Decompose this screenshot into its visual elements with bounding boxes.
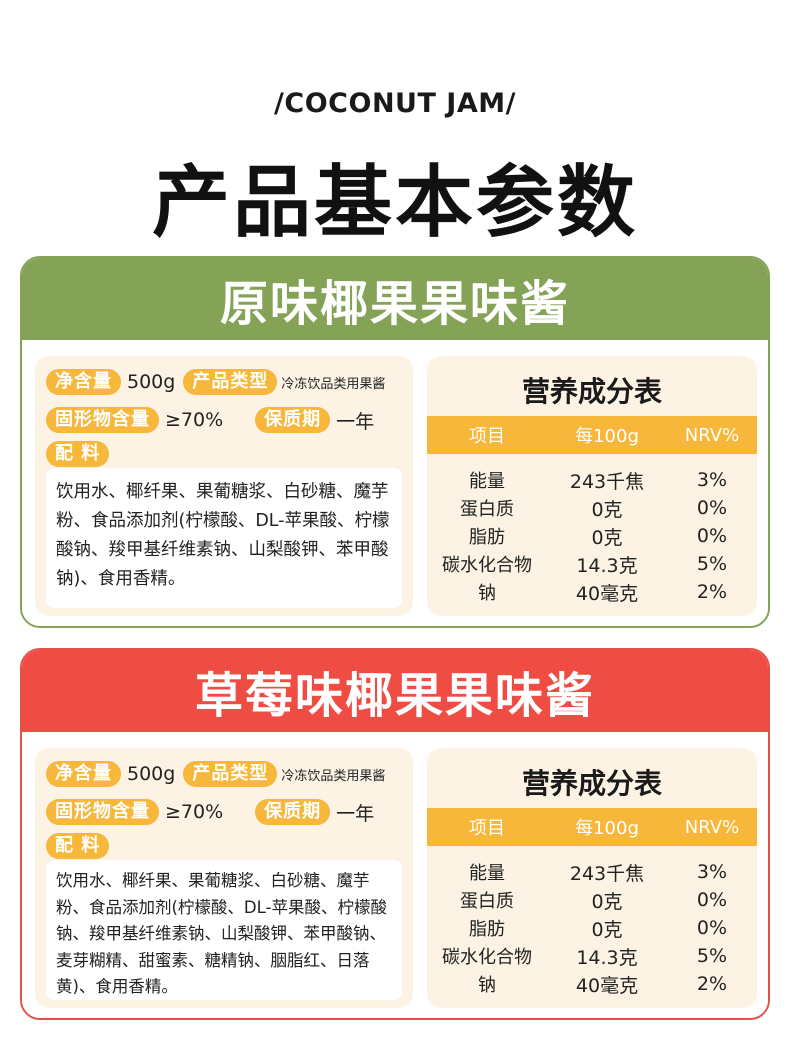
net-weight-tag: 净含量: [46, 761, 121, 787]
nutrient-name: 脂肪: [469, 919, 505, 940]
nutrient-name: 蛋白质: [460, 891, 514, 912]
spec-row-solid: 固形物含量 ≥70% 保质期 一年: [46, 798, 382, 826]
nutrient-name: 碳水化合物: [442, 947, 532, 968]
table-row: 钠 40毫克 2%: [427, 578, 757, 606]
nutrient-name: 钠: [478, 583, 496, 604]
product-card-original: 原味椰果果味酱 净含量 500g 产品类型 冷冻饮品类用果酱 固形物含量 ≥70…: [20, 256, 770, 628]
table-row: 蛋白质 0克 0%: [427, 494, 757, 522]
ingredients-text: 饮用水、椰纤果、果葡糖浆、白砂糖、魔芋粉、食品添加剂(柠檬酸、DL-苹果酸、柠檬…: [46, 860, 402, 1000]
shelf-life-value: 一年: [336, 802, 375, 825]
net-weight-value: 500g: [127, 763, 176, 785]
nutrient-amount: 243千焦: [569, 862, 645, 885]
nutrition-rows: 能量 243千焦 3% 蛋白质 0克 0% 脂肪 0克 0% 碳水化合物 14.3克 5% 钠 4…: [427, 466, 757, 606]
nutrient-nrv: 3%: [696, 469, 728, 491]
product-type-tag: 产品类型: [183, 761, 278, 787]
solid-content-tag: 固形物含量: [46, 799, 159, 825]
header-nrv: NRV%: [684, 424, 740, 446]
table-row: 能量 243千焦 3%: [427, 466, 757, 494]
nutrient-name: 碳水化合物: [442, 555, 532, 576]
nutrition-title: 营养成分表: [521, 375, 662, 408]
spec-row-ingredients: 配 料: [46, 440, 110, 468]
header-item: 项目: [469, 818, 505, 839]
solid-content-value: ≥70%: [165, 801, 224, 823]
solid-content-value: ≥70%: [165, 409, 224, 431]
nutrient-amount: 40毫克: [575, 582, 639, 605]
nutrition-panel: 营养成分表 项目 每100g NRV% 能量 243千焦 3% 蛋白质 0克 0% 脂肪…: [427, 356, 757, 616]
spec-panel: 净含量 500g 产品类型 冷冻饮品类用果酱 固形物含量 ≥70% 保质期 一年…: [35, 748, 413, 1008]
page-title: 产品基本参数: [151, 158, 638, 248]
nutrient-nrv: 0%: [696, 917, 728, 939]
product-card-strawberry: 草莓味椰果果味酱 净含量 500g 产品类型 冷冻饮品类用果酱 固形物含量 ≥7…: [20, 648, 770, 1020]
nutrient-name: 能量: [469, 471, 505, 492]
nutrient-nrv: 0%: [696, 497, 728, 519]
shelf-life-tag: 保质期: [255, 407, 331, 433]
header-per100g: 每100g: [575, 818, 639, 839]
ingredients-tag: 配 料: [46, 441, 110, 467]
nutrition-header: 项目 每100g NRV%: [427, 808, 757, 846]
nutrient-nrv: 0%: [696, 525, 728, 547]
nutrient-name: 蛋白质: [460, 499, 514, 520]
nutrition-panel: 营养成分表 项目 每100g NRV% 能量 243千焦 3% 蛋白质 0克 0% 脂肪…: [427, 748, 757, 1008]
spec-panel: 净含量 500g 产品类型 冷冻饮品类用果酱 固形物含量 ≥70% 保质期 一年…: [35, 356, 413, 616]
nutrient-nrv: 0%: [696, 889, 728, 911]
table-row: 碳水化合物 14.3克 5%: [427, 550, 757, 578]
nutrient-name: 能量: [469, 863, 505, 884]
spec-row-solid: 固形物含量 ≥70% 保质期 一年: [46, 406, 382, 434]
subtitle: /COCONUT JAM/: [274, 88, 516, 119]
header-nrv: NRV%: [684, 816, 740, 838]
nutrient-nrv: 5%: [696, 553, 728, 575]
ingredients-tag: 配 料: [46, 833, 110, 859]
header-item: 项目: [469, 426, 505, 447]
header-per100g: 每100g: [575, 426, 639, 447]
spec-row-ingredients: 配 料: [46, 832, 110, 860]
nutrition-title: 营养成分表: [521, 767, 662, 800]
nutrient-amount: 0克: [591, 498, 623, 521]
table-row: 脂肪 0克 0%: [427, 522, 757, 550]
nutrient-amount: 14.3克: [576, 946, 638, 969]
nutrient-amount: 243千焦: [569, 470, 645, 493]
product-type-value: 冷冻饮品类用果酱: [281, 376, 386, 392]
product-type-tag: 产品类型: [183, 369, 278, 395]
nutrient-name: 脂肪: [469, 527, 505, 548]
nutrient-nrv: 5%: [696, 945, 728, 967]
nutrient-name: 钠: [478, 975, 496, 996]
card-body: 净含量 500g 产品类型 冷冻饮品类用果酱 固形物含量 ≥70% 保质期 一年…: [22, 340, 768, 626]
table-row: 能量 243千焦 3%: [427, 858, 757, 886]
ingredients-text: 饮用水、椰纤果、果葡糖浆、白砂糖、魔芋粉、食品添加剂(柠檬酸、DL-苹果酸、柠檬…: [46, 468, 402, 608]
solid-content-tag: 固形物含量: [46, 407, 159, 433]
shelf-life-value: 一年: [336, 410, 375, 433]
nutrition-rows: 能量 243千焦 3% 蛋白质 0克 0% 脂肪 0克 0% 碳水化合物 14.3克 5% 钠 4…: [427, 858, 757, 998]
product-name: 原味椰果果味酱: [22, 258, 768, 340]
shelf-life-tag: 保质期: [255, 799, 331, 825]
product-type-value: 冷冻饮品类用果酱: [281, 768, 386, 784]
nutrient-nrv: 2%: [696, 973, 728, 995]
nutrient-amount: 0克: [591, 526, 623, 549]
spec-row-net: 净含量 500g 产品类型 冷冻饮品类用果酱: [46, 368, 385, 396]
nutrition-header: 项目 每100g NRV%: [427, 416, 757, 454]
table-row: 碳水化合物 14.3克 5%: [427, 942, 757, 970]
nutrient-amount: 14.3克: [576, 554, 638, 577]
table-row: 脂肪 0克 0%: [427, 914, 757, 942]
card-body: 净含量 500g 产品类型 冷冻饮品类用果酱 固形物含量 ≥70% 保质期 一年…: [22, 732, 768, 1018]
nutrient-amount: 0克: [591, 918, 623, 941]
table-row: 蛋白质 0克 0%: [427, 886, 757, 914]
table-row: 钠 40毫克 2%: [427, 970, 757, 998]
nutrient-nrv: 2%: [696, 581, 728, 603]
net-weight-tag: 净含量: [46, 369, 121, 395]
nutrient-amount: 0克: [591, 890, 623, 913]
product-name: 草莓味椰果果味酱: [22, 650, 768, 732]
net-weight-value: 500g: [127, 371, 176, 393]
spec-row-net: 净含量 500g 产品类型 冷冻饮品类用果酱: [46, 760, 385, 788]
nutrient-amount: 40毫克: [575, 974, 639, 997]
nutrient-nrv: 3%: [696, 861, 728, 883]
